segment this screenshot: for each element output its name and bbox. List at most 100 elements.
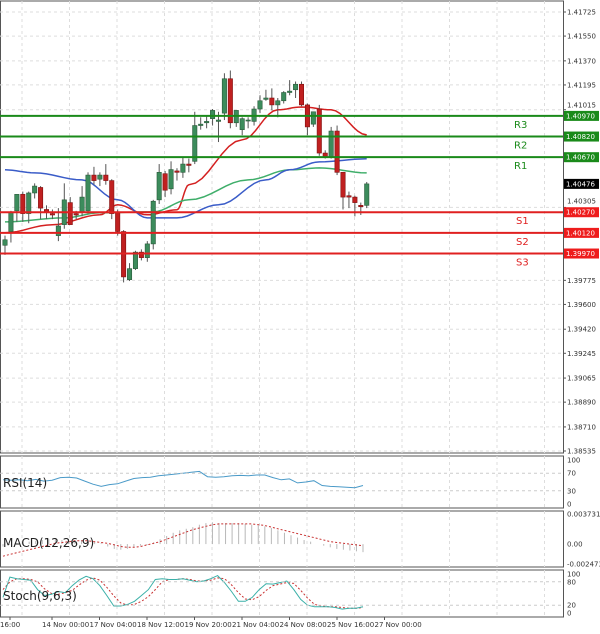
candle bbox=[364, 181, 370, 209]
candle bbox=[55, 208, 61, 242]
stoch-tick-label: 100 bbox=[567, 571, 580, 579]
x-tick-label: 14 Nov 00:00 bbox=[42, 621, 89, 629]
candle bbox=[239, 117, 245, 136]
candle-body bbox=[298, 83, 304, 106]
candle bbox=[85, 172, 91, 214]
candle bbox=[26, 191, 32, 224]
candle-body bbox=[55, 225, 61, 236]
x-tick-label: 21 Nov 04:00 bbox=[232, 621, 279, 629]
candle-body bbox=[186, 163, 192, 166]
candle-body bbox=[91, 174, 97, 181]
candle-body bbox=[346, 195, 352, 198]
candle-body bbox=[263, 97, 269, 100]
candle bbox=[263, 89, 269, 101]
candle-body bbox=[340, 172, 346, 198]
pane-frame-1 bbox=[0, 455, 564, 509]
y-tick-label: 1.39245 bbox=[567, 350, 596, 358]
candle-body bbox=[352, 196, 358, 203]
candle-body bbox=[192, 125, 198, 162]
macd-tick-label: -0.002473 bbox=[567, 561, 600, 569]
candle bbox=[210, 109, 216, 126]
candle-body bbox=[103, 174, 109, 181]
candle-body bbox=[67, 202, 73, 225]
candle-body bbox=[73, 213, 79, 216]
candle bbox=[275, 98, 281, 118]
candle bbox=[150, 199, 156, 250]
candle-body bbox=[132, 251, 138, 269]
x-tick-label: 19 Nov 20:00 bbox=[185, 621, 232, 629]
y-tick-label: 1.41015 bbox=[567, 101, 596, 109]
level-name-s1: S1 bbox=[516, 216, 529, 227]
candle-body bbox=[239, 118, 245, 130]
y-tick-label: 1.39775 bbox=[567, 277, 596, 285]
macd-tick-label: 0.00 bbox=[567, 541, 583, 549]
candle-body bbox=[316, 108, 322, 154]
level-name-s2: S2 bbox=[516, 237, 529, 248]
level-price-tag bbox=[564, 152, 599, 163]
candle bbox=[293, 81, 299, 99]
candle bbox=[162, 170, 168, 198]
candle bbox=[269, 88, 275, 111]
stoch-title: Stoch(9,6,3) bbox=[3, 589, 77, 603]
candle bbox=[204, 115, 210, 129]
candle bbox=[340, 172, 346, 210]
y-tick-label: 1.38710 bbox=[567, 423, 596, 431]
candle bbox=[180, 157, 186, 178]
level-name-r3: R3 bbox=[514, 120, 527, 131]
pane-frame-2 bbox=[0, 510, 564, 568]
y-tick-label: 1.38535 bbox=[567, 448, 596, 456]
rsi-tick-label: 0 bbox=[567, 501, 571, 509]
candle-body bbox=[310, 111, 316, 125]
level-price-label: 1.40820 bbox=[566, 133, 595, 141]
candle-body bbox=[198, 123, 204, 126]
candle-body bbox=[269, 97, 275, 106]
candle-body bbox=[8, 211, 14, 232]
level-price-tag bbox=[564, 207, 599, 218]
rsi-title: RSI(14) bbox=[3, 476, 47, 490]
candle-body bbox=[127, 268, 133, 280]
candle bbox=[32, 183, 38, 199]
y-tick-label: 1.39600 bbox=[567, 301, 596, 309]
level-price-tag bbox=[564, 131, 599, 142]
level-price-label: 1.40120 bbox=[566, 229, 595, 237]
candle-body bbox=[85, 174, 91, 212]
candle bbox=[138, 249, 144, 261]
candle-body bbox=[204, 121, 210, 124]
candle bbox=[221, 73, 227, 121]
candle-body bbox=[97, 174, 103, 180]
level-price-tag bbox=[564, 248, 599, 259]
candle-body bbox=[221, 78, 227, 114]
candle-body bbox=[109, 180, 115, 214]
candle-body bbox=[328, 130, 334, 158]
candle bbox=[38, 186, 44, 220]
candle-body bbox=[156, 172, 162, 201]
candle bbox=[127, 263, 133, 282]
candle bbox=[328, 126, 334, 159]
stoch-tick-label: 20 bbox=[567, 602, 576, 610]
x-tick-label: 18 Nov 12:00 bbox=[137, 621, 184, 629]
y-tick-label: 1.41370 bbox=[567, 57, 596, 65]
candle bbox=[287, 80, 293, 96]
rsi-tick-label: 30 bbox=[567, 487, 576, 495]
candle bbox=[227, 70, 233, 129]
candle bbox=[14, 194, 20, 222]
level-name-r2: R2 bbox=[514, 141, 527, 152]
x-tick-label: 17 Nov 04:00 bbox=[90, 621, 137, 629]
level-name-s3: S3 bbox=[516, 258, 529, 269]
candle-body bbox=[227, 78, 233, 124]
candle-body bbox=[334, 130, 340, 173]
candle-body bbox=[245, 119, 251, 122]
candle-body bbox=[138, 251, 144, 258]
candle-body bbox=[20, 194, 26, 214]
candle-body bbox=[144, 243, 150, 258]
level-price-label: 1.40270 bbox=[566, 209, 595, 217]
macd-title: MACD(12,26,9) bbox=[3, 536, 94, 550]
rsi-tick-label: 100 bbox=[567, 457, 580, 465]
candle-body bbox=[168, 169, 174, 190]
candle-body bbox=[38, 187, 44, 209]
candle-body bbox=[79, 196, 85, 213]
candle bbox=[257, 95, 263, 114]
current-price-tag bbox=[564, 178, 599, 189]
candle bbox=[281, 91, 287, 104]
